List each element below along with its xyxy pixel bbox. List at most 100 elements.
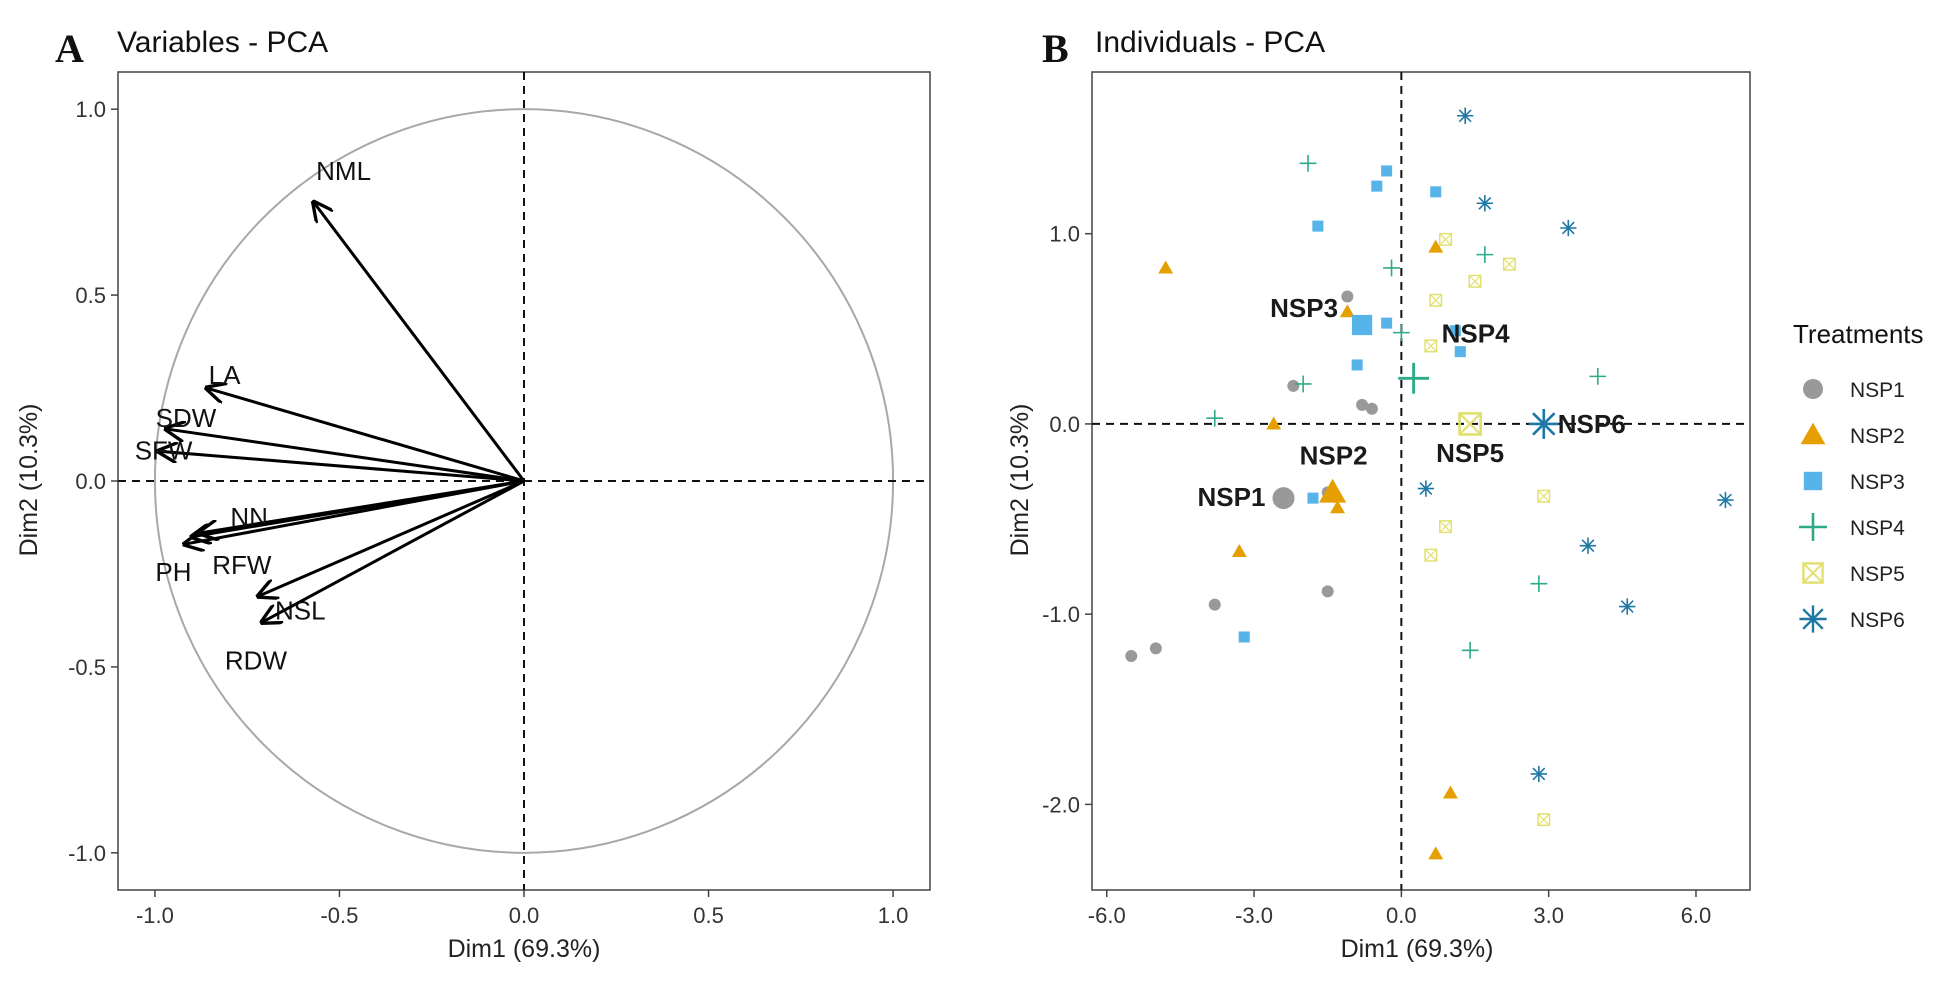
panel-a-y-tick-label: 1.0 — [75, 97, 106, 122]
variable-arrow-sfw — [159, 451, 525, 483]
panel-b-y-tick-label: 1.0 — [1049, 222, 1080, 247]
legend-marker-nsp3 — [1803, 471, 1823, 491]
point-nsp2 — [1158, 260, 1174, 274]
panel-a-x-tick-label: 1.0 — [878, 903, 909, 928]
point-nsp2 — [1266, 416, 1282, 430]
point-nsp3 — [1351, 359, 1363, 371]
legend-label-nsp5: NSP5 — [1850, 563, 1905, 586]
point-nsp6 — [1560, 219, 1577, 237]
point-nsp6 — [1476, 195, 1493, 212]
panel-a-title: Variables - PCA — [117, 26, 328, 59]
panel-b-x-axis: -6.0 -3.0 0.0 3.0 6.0 — [1088, 890, 1711, 928]
centroid-label-nsp2: NSP2 — [1300, 440, 1368, 470]
point-nsp3 — [1307, 492, 1319, 504]
point-nsp1 — [1356, 398, 1369, 411]
panel-a-x-tick-label: 0.5 — [693, 903, 724, 928]
legend-marker-nsp1 — [1803, 379, 1823, 399]
panel-b-plot-area — [1091, 71, 1751, 891]
variable-label-nml: NML — [316, 156, 371, 186]
panel-a-x-axis: -1.0 -0.5 0.0 0.5 1.0 — [136, 890, 908, 928]
point-nsp6 — [1579, 537, 1597, 554]
variable-arrow-rfw — [192, 479, 525, 537]
point-nsp2 — [1339, 304, 1355, 318]
panel-a-y-axis: -1.0 -0.5 0.0 0.5 1.0 — [68, 97, 118, 866]
point-nsp1 — [1125, 650, 1138, 663]
panel-a-x-axis-title: Dim1 (69.3%) — [448, 935, 601, 963]
centroid-nsp1 — [1272, 487, 1295, 510]
point-nsp4 — [1206, 409, 1224, 427]
panel-a-y-axis-title: Dim2 (10.3%) — [15, 404, 43, 557]
panel-a-y-tick-label: -1.0 — [68, 841, 106, 866]
panel-b-y-axis: -2.0 -1.0 0.0 1.0 — [1042, 222, 1092, 817]
legend-marker-nsp4 — [1799, 513, 1827, 541]
point-nsp6 — [1457, 107, 1474, 124]
point-nsp4 — [1383, 259, 1400, 277]
legend-item-nsp4: NSP4 — [1799, 513, 1905, 541]
panel-b-y-tick-label: -2.0 — [1042, 792, 1080, 817]
point-nsp4 — [1476, 246, 1494, 264]
panel-b-y-tick-label: 0.0 — [1049, 412, 1080, 437]
point-nsp4 — [1530, 575, 1548, 593]
legend-label-nsp6: NSP6 — [1850, 609, 1905, 632]
variable-label-ph: PH — [155, 557, 191, 587]
panel-a-letter: A — [55, 26, 84, 71]
centroid-label-nsp4: NSP4 — [1442, 318, 1510, 348]
panel-a-variables-pca: A Variables - PCA -1.0 -0.5 0.0 0.5 1.0 -1.0… — [15, 26, 931, 963]
variable-arrow-nsl — [258, 479, 525, 596]
point-nsp5 — [1439, 232, 1453, 246]
panel-b-x-tick-label: 0.0 — [1386, 903, 1417, 928]
legend-item-nsp2: NSP2 — [1800, 422, 1905, 448]
point-nsp6 — [1417, 480, 1435, 497]
legend-marker-nsp2 — [1800, 422, 1826, 445]
point-nsp4 — [1392, 324, 1410, 342]
legend-item-nsp5: NSP5 — [1802, 562, 1905, 586]
panel-a-y-tick-label: 0.5 — [75, 283, 106, 308]
panel-b-points — [1125, 107, 1734, 860]
legend-title: Treatments — [1793, 319, 1924, 349]
panel-b-y-tick-label: -1.0 — [1042, 602, 1080, 627]
point-nsp3 — [1454, 346, 1466, 358]
variable-label-la: LA — [209, 360, 241, 390]
centroid-label-nsp5: NSP5 — [1436, 438, 1504, 468]
point-nsp4 — [1299, 154, 1317, 172]
point-nsp5 — [1424, 339, 1438, 353]
point-nsp5 — [1537, 813, 1551, 827]
variable-label-rfw: RFW — [212, 550, 272, 580]
point-nsp2 — [1428, 846, 1444, 860]
panel-b-frame — [1091, 71, 1751, 891]
variable-arrow-nml — [314, 202, 526, 482]
variable-arrow-sdw — [166, 429, 525, 483]
point-nsp5 — [1502, 257, 1516, 271]
point-nsp5 — [1424, 548, 1438, 562]
point-nsp1 — [1287, 379, 1300, 392]
centroid-nsp5 — [1458, 412, 1482, 436]
point-nsp2 — [1330, 500, 1345, 514]
centroid-nsp3 — [1351, 314, 1373, 336]
point-nsp2 — [1231, 543, 1247, 557]
point-nsp5 — [1468, 274, 1482, 288]
point-nsp3 — [1381, 165, 1393, 177]
panel-b-x-axis-title: Dim1 (69.3%) — [1341, 935, 1494, 963]
panel-b-y-axis-title: Dim2 (10.3%) — [1006, 404, 1034, 557]
legend-label-nsp3: NSP3 — [1850, 471, 1905, 494]
variable-arrow-rdw — [262, 479, 525, 622]
point-nsp1 — [1208, 598, 1221, 611]
point-nsp2 — [1428, 239, 1444, 253]
point-nsp4 — [1294, 375, 1312, 393]
centroid-label-nsp3: NSP3 — [1270, 293, 1338, 323]
panel-a-y-tick-label: 0.0 — [75, 469, 106, 494]
variable-label-rdw: RDW — [225, 645, 288, 675]
panel-a-x-tick-label: 0.0 — [509, 903, 540, 928]
legend-label-nsp1: NSP1 — [1850, 379, 1905, 402]
centroid-nsp4 — [1398, 362, 1430, 394]
legend-item-nsp1: NSP1 — [1803, 379, 1905, 402]
point-nsp1 — [1149, 642, 1162, 655]
point-nsp1 — [1365, 402, 1378, 415]
point-nsp6 — [1530, 765, 1548, 783]
point-nsp5 — [1439, 520, 1453, 534]
centroid-nsp6 — [1528, 408, 1559, 439]
legend-marker-nsp6 — [1799, 605, 1827, 633]
legend: Treatments NSP1 NSP2 NSP3 NSP4 NSP5 NSP6 — [1793, 319, 1924, 633]
